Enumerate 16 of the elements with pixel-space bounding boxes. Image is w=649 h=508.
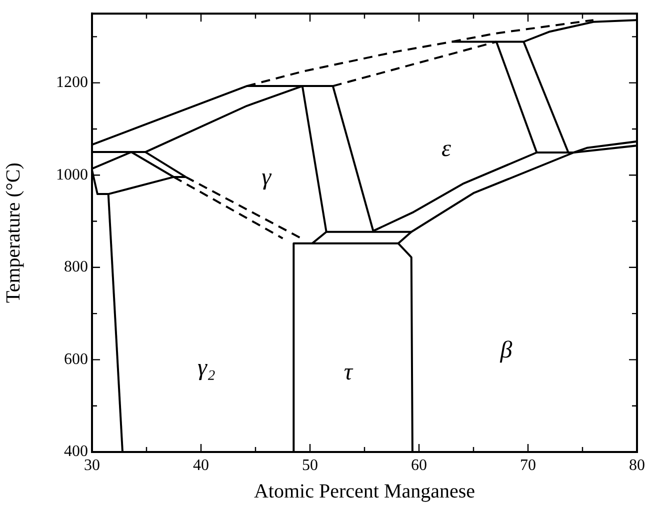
x-axis-title: Atomic Percent Manganese <box>254 480 476 502</box>
annotation: ε <box>442 136 452 162</box>
annotation: β <box>499 337 512 364</box>
x-tick-label: 50 <box>302 456 318 474</box>
x-tick-label: 70 <box>520 456 536 474</box>
x-tick-label: 60 <box>411 456 427 474</box>
x-tick-label: 40 <box>193 456 209 474</box>
annotation: γ₂ <box>198 355 216 382</box>
x-tick-label: 80 <box>629 456 645 474</box>
annotation: γ <box>262 164 272 190</box>
y-tick-label: 600 <box>64 350 88 368</box>
y-tick-label: 1000 <box>56 166 88 184</box>
y-axis-title: Temperature (°C) <box>2 162 24 304</box>
y-tick-label: 800 <box>64 258 88 276</box>
y-tick-label: 1200 <box>56 74 88 92</box>
annotation: τ <box>344 359 354 386</box>
